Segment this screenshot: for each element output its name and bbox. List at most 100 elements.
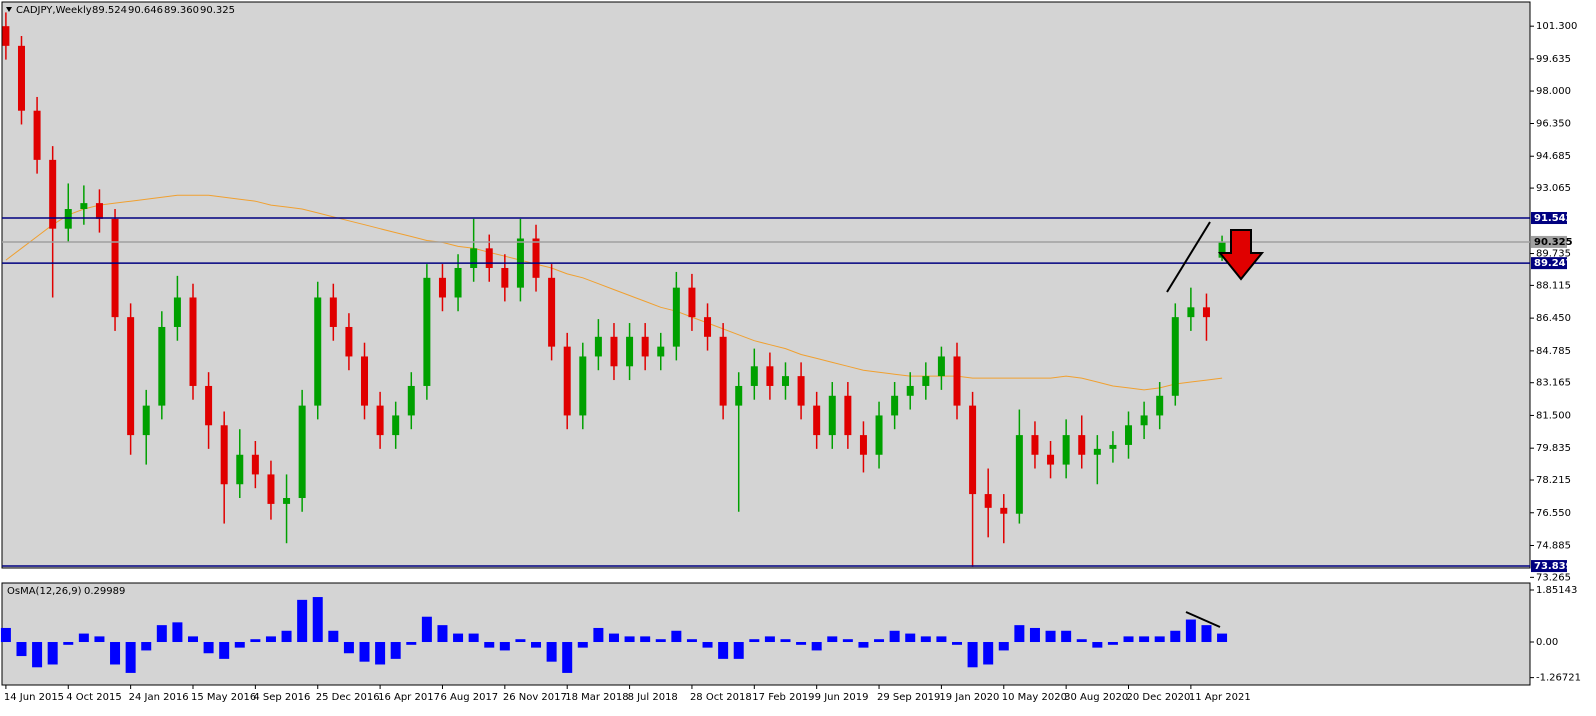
- histogram-bar: [1185, 619, 1196, 643]
- ohlc-open: 89.524: [92, 5, 127, 16]
- candle-body: [236, 454, 244, 485]
- histogram-bar: [125, 642, 136, 673]
- candle-body: [438, 277, 446, 298]
- histogram-bar: [733, 642, 744, 659]
- y-tick-label: 78.215: [1536, 475, 1571, 486]
- histogram-bar: [421, 616, 432, 643]
- histogram-bar: [1123, 636, 1134, 643]
- menu-triangle: [6, 7, 12, 12]
- x-tick-label: 26 Nov 2017: [503, 692, 567, 703]
- candle-body: [626, 336, 634, 367]
- x-tick-label: 4 Oct 2015: [66, 692, 121, 703]
- down-arrow: [1217, 229, 1265, 281]
- histogram-bar: [141, 642, 152, 651]
- candle-body: [563, 346, 571, 416]
- candle-body: [906, 385, 914, 396]
- candle-body: [672, 287, 680, 347]
- histogram-bar: [546, 642, 557, 662]
- x-tick-label: 20 Dec 2020: [1127, 692, 1191, 703]
- histogram-bar: [1170, 630, 1181, 643]
- candle-body: [142, 405, 150, 436]
- candle-body: [641, 336, 649, 357]
- histogram-bar: [328, 630, 339, 643]
- histogram-bar: [764, 636, 775, 643]
- histogram-bar: [219, 642, 230, 659]
- indicator-y-tick-label: 1.85143: [1536, 585, 1577, 596]
- histogram-bar: [936, 636, 947, 643]
- candle-body: [80, 203, 88, 210]
- y-tick-label: 74.885: [1536, 540, 1571, 551]
- candle-body: [1171, 317, 1179, 396]
- ohlc-high: 90.646: [128, 5, 163, 16]
- histogram-bar: [453, 633, 464, 643]
- histogram-bar: [811, 642, 822, 651]
- histogram-bar: [47, 642, 58, 665]
- candle-body: [953, 356, 961, 406]
- indicator-y-tick-label: -1.26721: [1536, 673, 1581, 684]
- histogram-bar: [827, 636, 838, 643]
- candle-body: [64, 209, 72, 229]
- candle-body: [189, 297, 197, 386]
- y-tick-label: 84.785: [1536, 346, 1571, 357]
- candle-body: [594, 336, 602, 357]
- x-tick-label: 28 Oct 2018: [690, 692, 752, 703]
- candle-body: [407, 385, 415, 416]
- indicator-value: 0.29989: [84, 586, 125, 597]
- histogram-bar: [874, 639, 885, 643]
- histogram-bar: [702, 642, 713, 648]
- candle-body: [329, 297, 337, 327]
- histogram-bar: [32, 642, 43, 668]
- histogram-bar: [905, 633, 916, 643]
- histogram-bar: [499, 642, 510, 651]
- x-tick-label: 8 Jul 2018: [628, 692, 678, 703]
- histogram-bar: [265, 636, 276, 643]
- candle-body: [2, 26, 10, 46]
- histogram-bar: [920, 636, 931, 643]
- histogram-bar: [983, 642, 994, 665]
- histogram-bar: [484, 642, 495, 648]
- histogram-bar: [1217, 633, 1228, 643]
- candle-body: [361, 356, 369, 406]
- candle-body: [1078, 435, 1086, 455]
- x-tick-label: 17 Feb 2019: [752, 692, 814, 703]
- candle-body: [283, 498, 291, 504]
- symbol: CADJPY,Weekly: [16, 5, 92, 16]
- histogram-bar: [780, 639, 791, 643]
- candle-body: [49, 159, 57, 229]
- level-label-box: [1531, 235, 1567, 248]
- candle-body: [719, 336, 727, 406]
- x-tick-label: 18 Mar 2018: [565, 692, 628, 703]
- x-tick-label: 25 Dec 2016: [316, 692, 380, 703]
- level-label-box: [1531, 257, 1567, 270]
- histogram-bar: [172, 622, 183, 643]
- y-tick-label: 79.835: [1536, 443, 1571, 454]
- candle-body: [470, 248, 478, 268]
- histogram-bar: [1029, 627, 1040, 643]
- histogram-bar: [858, 642, 869, 648]
- candle-body: [875, 415, 883, 455]
- candle-body: [1047, 454, 1055, 465]
- x-tick-label: 24 Jan 2016: [129, 692, 189, 703]
- level-label: 89.247: [1534, 258, 1573, 269]
- histogram-bar: [437, 625, 448, 643]
- histogram-bar: [593, 627, 604, 643]
- histogram-bar: [1092, 642, 1103, 648]
- histogram-bar: [718, 642, 729, 659]
- histogram-bar: [531, 642, 542, 648]
- y-tick-label: 88.115: [1536, 280, 1571, 291]
- histogram-bar: [343, 642, 354, 654]
- x-tick-label: 9 Jun 2019: [815, 692, 869, 703]
- level-label: 73.839: [1534, 561, 1573, 572]
- candle-body: [1031, 435, 1039, 455]
- histogram-bar: [842, 639, 853, 643]
- candle-body: [205, 385, 213, 426]
- candle-body: [1187, 307, 1195, 318]
- y-tick-label: 93.065: [1536, 183, 1571, 194]
- histogram-bar: [749, 639, 760, 643]
- histogram-bar: [297, 599, 308, 643]
- histogram-bar: [998, 642, 1009, 651]
- candle-body: [298, 405, 306, 499]
- x-tick-label: 14 Jun 2015: [4, 692, 64, 703]
- indicator-name: OsMA(12,26,9): [7, 586, 82, 597]
